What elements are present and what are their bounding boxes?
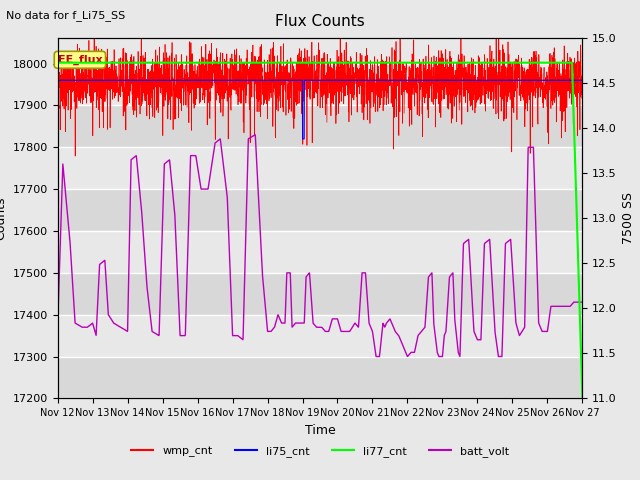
Bar	[58, 147, 582, 189]
X-axis label: Time: Time	[305, 424, 335, 437]
Bar	[58, 231, 582, 273]
Text: No data for f_Li75_SS: No data for f_Li75_SS	[6, 10, 125, 21]
Text: Flux Counts: Flux Counts	[275, 14, 365, 29]
Bar	[58, 357, 582, 398]
Bar	[58, 106, 582, 147]
Y-axis label: Counts: Counts	[0, 197, 7, 240]
Bar	[58, 315, 582, 357]
Bar	[58, 189, 582, 231]
Text: EE_flux: EE_flux	[58, 55, 102, 65]
Legend: wmp_cnt, li75_cnt, li77_cnt, batt_volt: wmp_cnt, li75_cnt, li77_cnt, batt_volt	[127, 442, 513, 461]
Bar	[58, 63, 582, 106]
Bar	[58, 273, 582, 315]
Y-axis label: 7500 SS: 7500 SS	[623, 192, 636, 244]
